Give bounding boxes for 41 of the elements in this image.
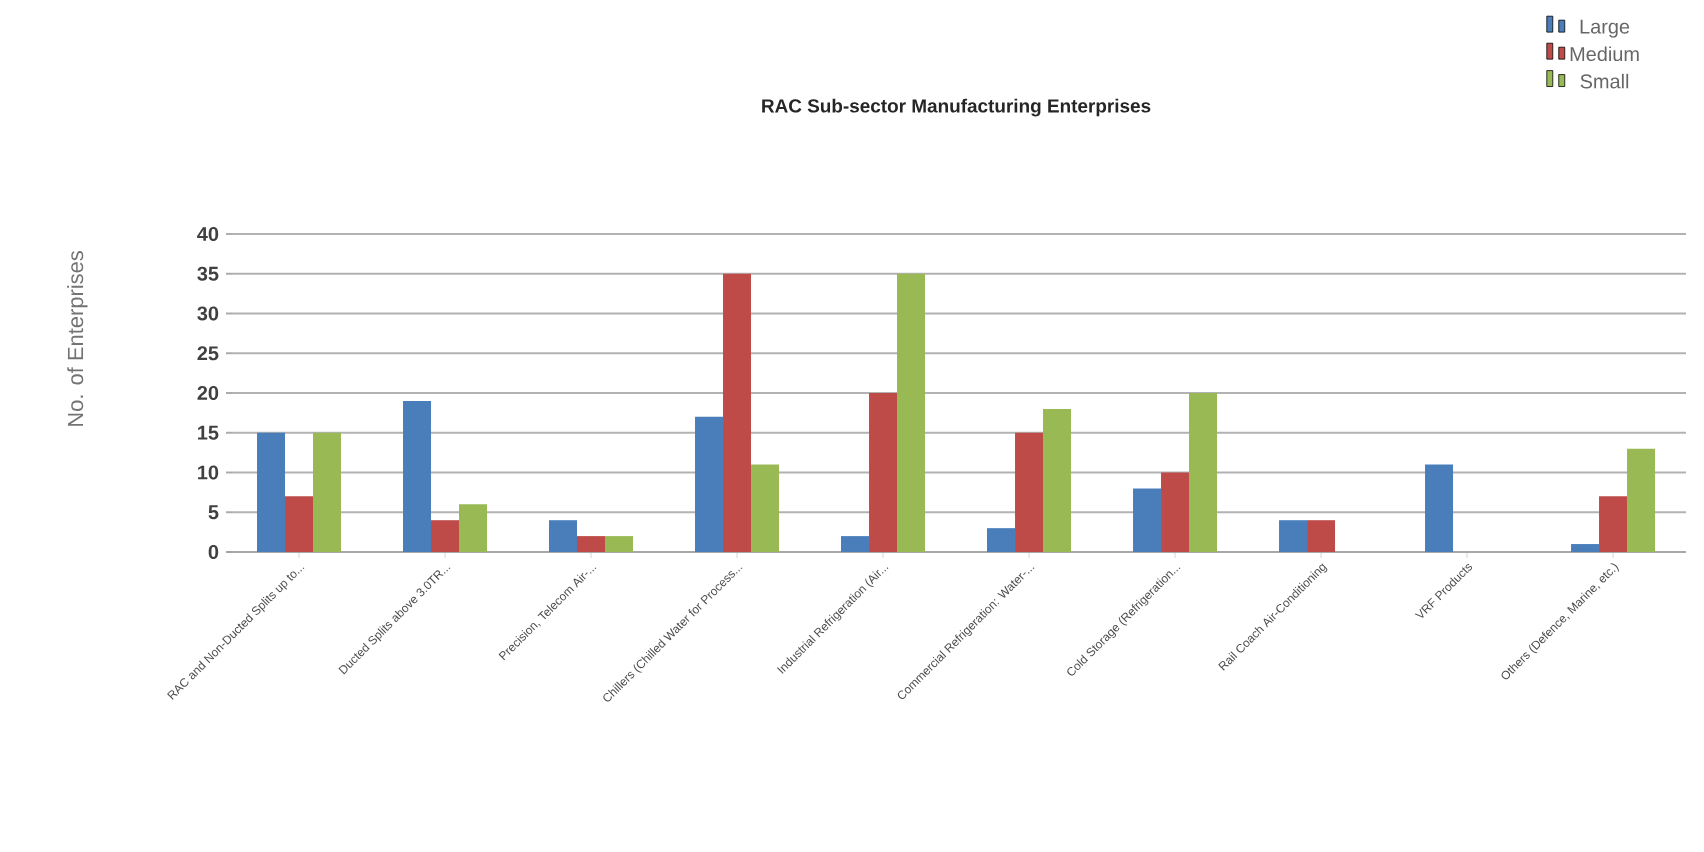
bar (1571, 544, 1600, 552)
y-tick-label: 5 (208, 505, 219, 520)
bar (987, 528, 1016, 552)
legend-label: Small (1580, 73, 1629, 89)
bar (257, 432, 286, 552)
bar (1043, 408, 1072, 552)
chart-title: RAC Sub-sector Manufacturing Enterprises (762, 98, 1151, 117)
bar (605, 536, 634, 552)
y-tick-label: 40 (197, 226, 219, 242)
bar (403, 400, 432, 552)
bar (285, 496, 314, 552)
bar (695, 416, 724, 552)
bar (1015, 432, 1044, 552)
bar (723, 273, 752, 552)
y-tick-label: 0 (208, 544, 219, 560)
y-tick-label: 20 (197, 385, 219, 401)
y-tick-label: 10 (198, 465, 219, 480)
y-tick-label: 25 (197, 346, 219, 361)
bar (431, 520, 460, 552)
bar (1133, 488, 1162, 552)
bar (1599, 496, 1628, 552)
legend-label: Large (1580, 19, 1630, 38)
bar (869, 393, 898, 552)
y-tick-label: 35 (197, 266, 219, 281)
y-tick-label: 15 (198, 425, 219, 440)
bar (1161, 472, 1190, 552)
bar (1627, 448, 1656, 552)
bar (897, 273, 926, 552)
y-axis-title: No. of Enterprises (67, 251, 88, 426)
bar (1307, 520, 1336, 552)
y-tick-label: 30 (197, 306, 219, 321)
bar (1425, 464, 1454, 552)
legend-label: Medium (1570, 46, 1639, 62)
bar (577, 536, 606, 552)
bar (549, 520, 578, 552)
bar (1189, 393, 1218, 552)
bar (841, 536, 870, 552)
bar (313, 432, 342, 552)
bar (1279, 520, 1308, 552)
bar (459, 504, 488, 552)
bar (751, 464, 780, 552)
